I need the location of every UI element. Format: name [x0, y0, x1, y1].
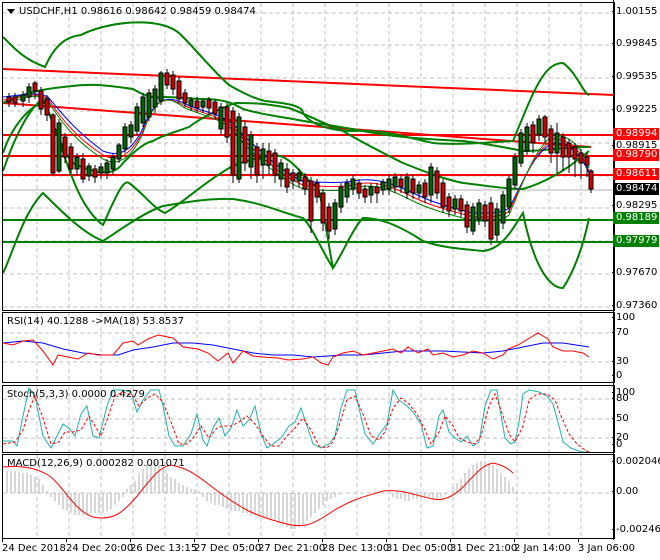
- macd-label: MACD(12,26,9) 0.000282 0.001071: [7, 458, 185, 469]
- price-tick: 1.00155: [611, 6, 658, 17]
- rsi-tick: 100: [611, 312, 636, 323]
- candle-cluster-1: [6, 69, 594, 245]
- high-price: 0.98642: [125, 6, 167, 17]
- stochastic-pane[interactable]: Stoch(5,3,3) 0.0000 0.4279: [2, 385, 615, 453]
- price-tick: 0.99535: [611, 71, 658, 82]
- time-label: 27 Dec 21:00: [258, 543, 326, 554]
- current-price-badge: 0.98474: [613, 183, 659, 195]
- symbol-label: USDCHF,H1: [19, 6, 78, 17]
- time-tick: [194, 538, 195, 542]
- time-tick: [2, 538, 3, 542]
- close-price: 0.98474: [214, 6, 256, 17]
- price-tick: 0.99225: [611, 104, 658, 115]
- time-label: 27 Dec 05:00: [194, 543, 262, 554]
- resistance-level-badge: 0.98994: [613, 128, 659, 140]
- rsi-line: [3, 332, 590, 366]
- rsi-axis[interactable]: 100 70 30 0: [611, 312, 660, 382]
- rsi-ma-line: [3, 340, 590, 358]
- trendlines: [3, 68, 614, 148]
- candlesticks: [6, 69, 594, 245]
- price-chart-header: USDCHF,H1 0.98616 0.98642 0.98459 0.9847…: [7, 6, 256, 17]
- time-label: 24 Dec 20:00: [66, 543, 134, 554]
- macd-axis[interactable]: 0.002046 0.00 -0.002463: [611, 454, 660, 538]
- macd-grid: [3, 455, 614, 538]
- time-tick: [130, 538, 131, 542]
- stochastic-tick: 0: [611, 439, 623, 450]
- price-tick: 0.97360: [611, 300, 658, 311]
- price-axis[interactable]: 1.00155 0.99845 0.99535 0.99225 0.98915 …: [611, 0, 660, 311]
- stochastic-canvas: [3, 386, 614, 452]
- macd-signal-line: [3, 462, 514, 527]
- time-label: 31 Dec 05:00: [386, 543, 454, 554]
- resistance-level-badge: 0.98611: [613, 168, 659, 180]
- macd-histogram: [6, 461, 514, 529]
- axis-separator: [613, 0, 614, 540]
- time-label: 26 Dec 13:15: [130, 543, 198, 554]
- low-price: 0.98459: [169, 6, 212, 17]
- time-tick: [386, 538, 387, 542]
- stochastic-axis[interactable]: 100 80 50 20 0: [611, 385, 660, 451]
- time-label: 2 Jan 14:00: [514, 543, 571, 554]
- rsi-tick: 70: [612, 327, 629, 338]
- price-tick: 0.99845: [611, 38, 658, 49]
- price-chart-canvas: [3, 3, 614, 310]
- rsi-tick: 30: [612, 356, 629, 367]
- rsi-grid: [3, 313, 614, 382]
- macd-tick: -0.002463: [611, 524, 660, 535]
- open-price: 0.98616: [80, 6, 123, 17]
- rsi-canvas: [3, 313, 614, 382]
- price-tick: 0.97670: [611, 267, 658, 278]
- time-tick: [514, 538, 515, 542]
- triangle-down-icon[interactable]: [7, 8, 15, 14]
- macd-tick: 0.002046: [612, 456, 660, 467]
- stochastic-signal-line: [3, 391, 590, 452]
- macd-canvas: [3, 455, 614, 538]
- time-label: 28 Dec 13:00: [322, 543, 390, 554]
- time-tick: [66, 538, 67, 542]
- time-tick: [450, 538, 451, 542]
- price-chart-pane[interactable]: USDCHF,H1 0.98616 0.98642 0.98459 0.9847…: [2, 2, 615, 311]
- stochastic-tick: 50: [612, 413, 629, 424]
- stochastic-main-line: [3, 386, 589, 452]
- time-axis[interactable]: 24 Dec 2018 24 Dec 20:00 26 Dec 13:15 27…: [2, 538, 635, 560]
- support-level-badge: 0.98189: [613, 212, 659, 224]
- rsi-label: RSI(14) 40.1288 ->MA(18) 53.8537: [7, 316, 184, 327]
- time-label: 24 Dec 2018: [2, 543, 66, 554]
- resistance-level-badge: 0.98790: [613, 149, 659, 161]
- rsi-tick: 0: [611, 370, 623, 381]
- macd-pane[interactable]: MACD(12,26,9) 0.000282 0.001071: [2, 454, 615, 539]
- stochastic-tick: 80: [612, 393, 629, 404]
- time-tick: [322, 538, 323, 542]
- macd-tick: 0.00: [611, 486, 639, 497]
- support-level-badge: 0.97979: [613, 235, 659, 247]
- time-tick: [258, 538, 259, 542]
- price-tick: 0.98295: [611, 200, 658, 211]
- rsi-pane[interactable]: RSI(14) 40.1288 ->MA(18) 53.8537: [2, 312, 615, 383]
- time-label: 3 Jan 06:00: [578, 543, 635, 554]
- stochastic-label: Stoch(5,3,3) 0.0000 0.4279: [7, 389, 145, 400]
- time-tick: [578, 538, 579, 542]
- time-label: 31 Dec 21:00: [450, 543, 518, 554]
